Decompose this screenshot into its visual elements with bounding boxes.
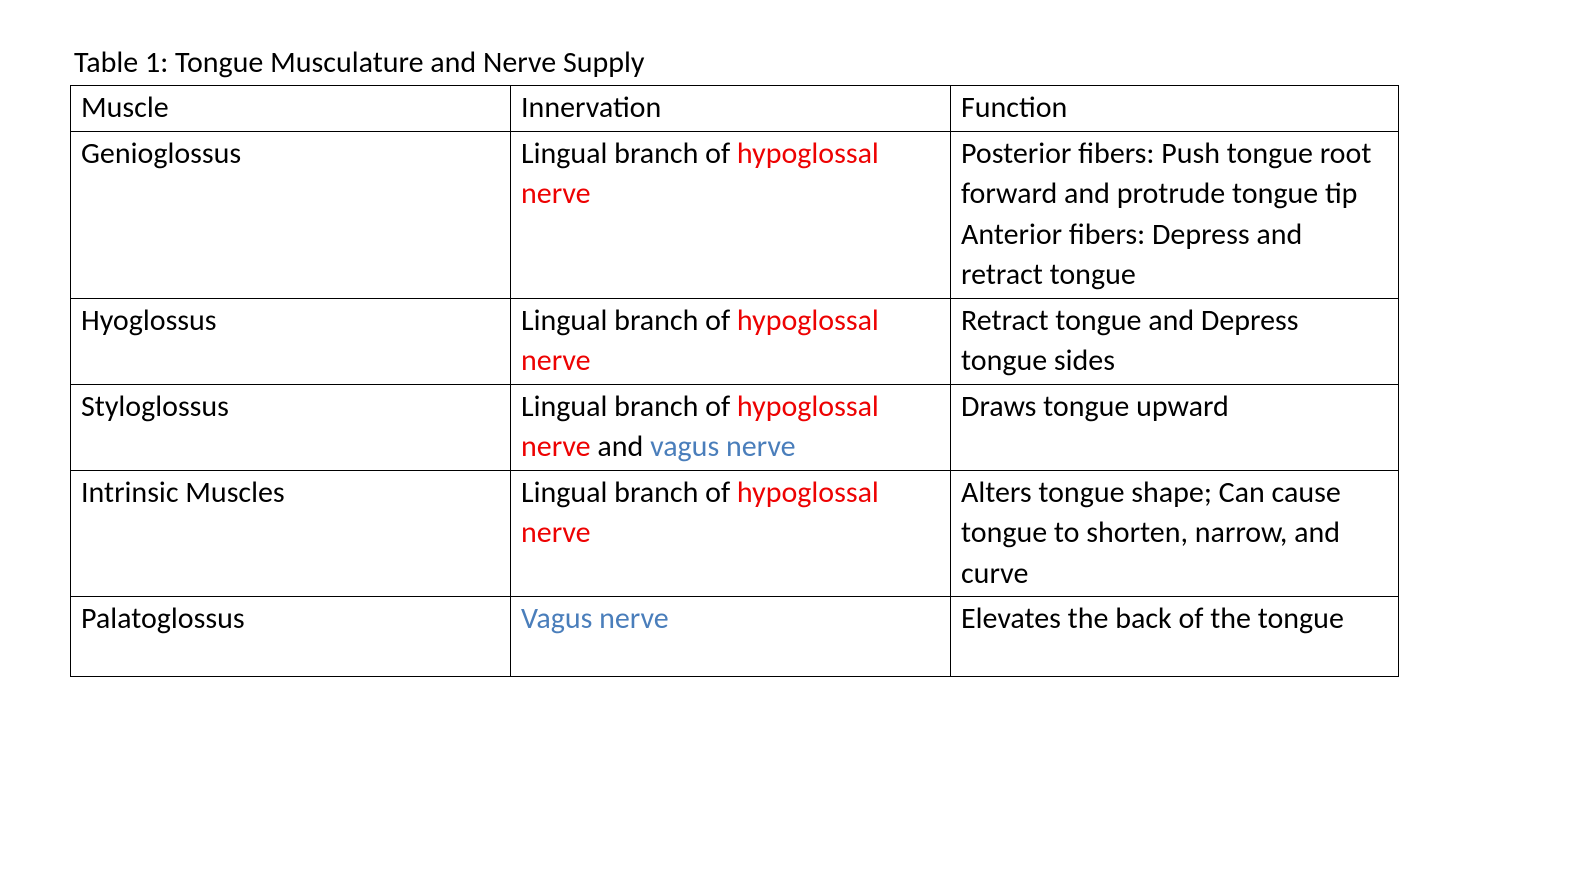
table-header-row: Muscle Innervation Function <box>71 86 1399 132</box>
cell-innervation: Lingual branch of hypoglossal nerve <box>511 131 951 298</box>
cell-muscle: Intrinsic Muscles <box>71 470 511 597</box>
col-header-muscle: Muscle <box>71 86 511 132</box>
cell-innervation: Vagus nerve <box>511 597 951 677</box>
cell-innervation: Lingual branch of hypoglossal nerve and … <box>511 384 951 470</box>
musculature-table: Muscle Innervation Function Genioglossus… <box>70 85 1399 677</box>
text-segment: vagus nerve <box>650 428 796 465</box>
cell-function: Retract tongue and Depress tongue sides <box>951 298 1399 384</box>
text-segment: Lingual branch of <box>521 135 737 172</box>
table-row: GenioglossusLingual branch of hypoglossa… <box>71 131 1399 298</box>
table-caption: Table 1: Tongue Musculature and Nerve Su… <box>74 44 1500 81</box>
cell-muscle: Palatoglossus <box>71 597 511 677</box>
text-segment: and <box>591 428 650 465</box>
table-row: Palatoglossus Vagus nerve Elevates the bac… <box>71 597 1399 677</box>
text-segment: Lingual branch of <box>521 474 737 511</box>
cell-muscle: Styloglossus <box>71 384 511 470</box>
cell-function: Elevates the back of the tongue <box>951 597 1399 677</box>
cell-function: Posterior fibers: Push tongue root forwa… <box>951 131 1399 298</box>
col-header-function: Function <box>951 86 1399 132</box>
page: Table 1: Tongue Musculature and Nerve Su… <box>0 0 1570 677</box>
cell-function: Draws tongue upward <box>951 384 1399 470</box>
text-segment: Lingual branch of <box>521 302 737 339</box>
table-row: StyloglossusLingual branch of hypoglossa… <box>71 384 1399 470</box>
cell-muscle: Hyoglossus <box>71 298 511 384</box>
cell-innervation: Lingual branch of hypoglossal nerve <box>511 298 951 384</box>
table-row: Intrinsic MusclesLingual branch of hypog… <box>71 470 1399 597</box>
text-segment: Lingual branch of <box>521 388 737 425</box>
table-body: GenioglossusLingual branch of hypoglossa… <box>71 131 1399 676</box>
col-header-innervation: Innervation <box>511 86 951 132</box>
cell-function: Alters tongue shape; Can cause tongue to… <box>951 470 1399 597</box>
cell-muscle: Genioglossus <box>71 131 511 298</box>
text-segment: Vagus nerve <box>521 600 669 637</box>
cell-innervation: Lingual branch of hypoglossal nerve <box>511 470 951 597</box>
table-row: HyoglossusLingual branch of hypoglossal … <box>71 298 1399 384</box>
